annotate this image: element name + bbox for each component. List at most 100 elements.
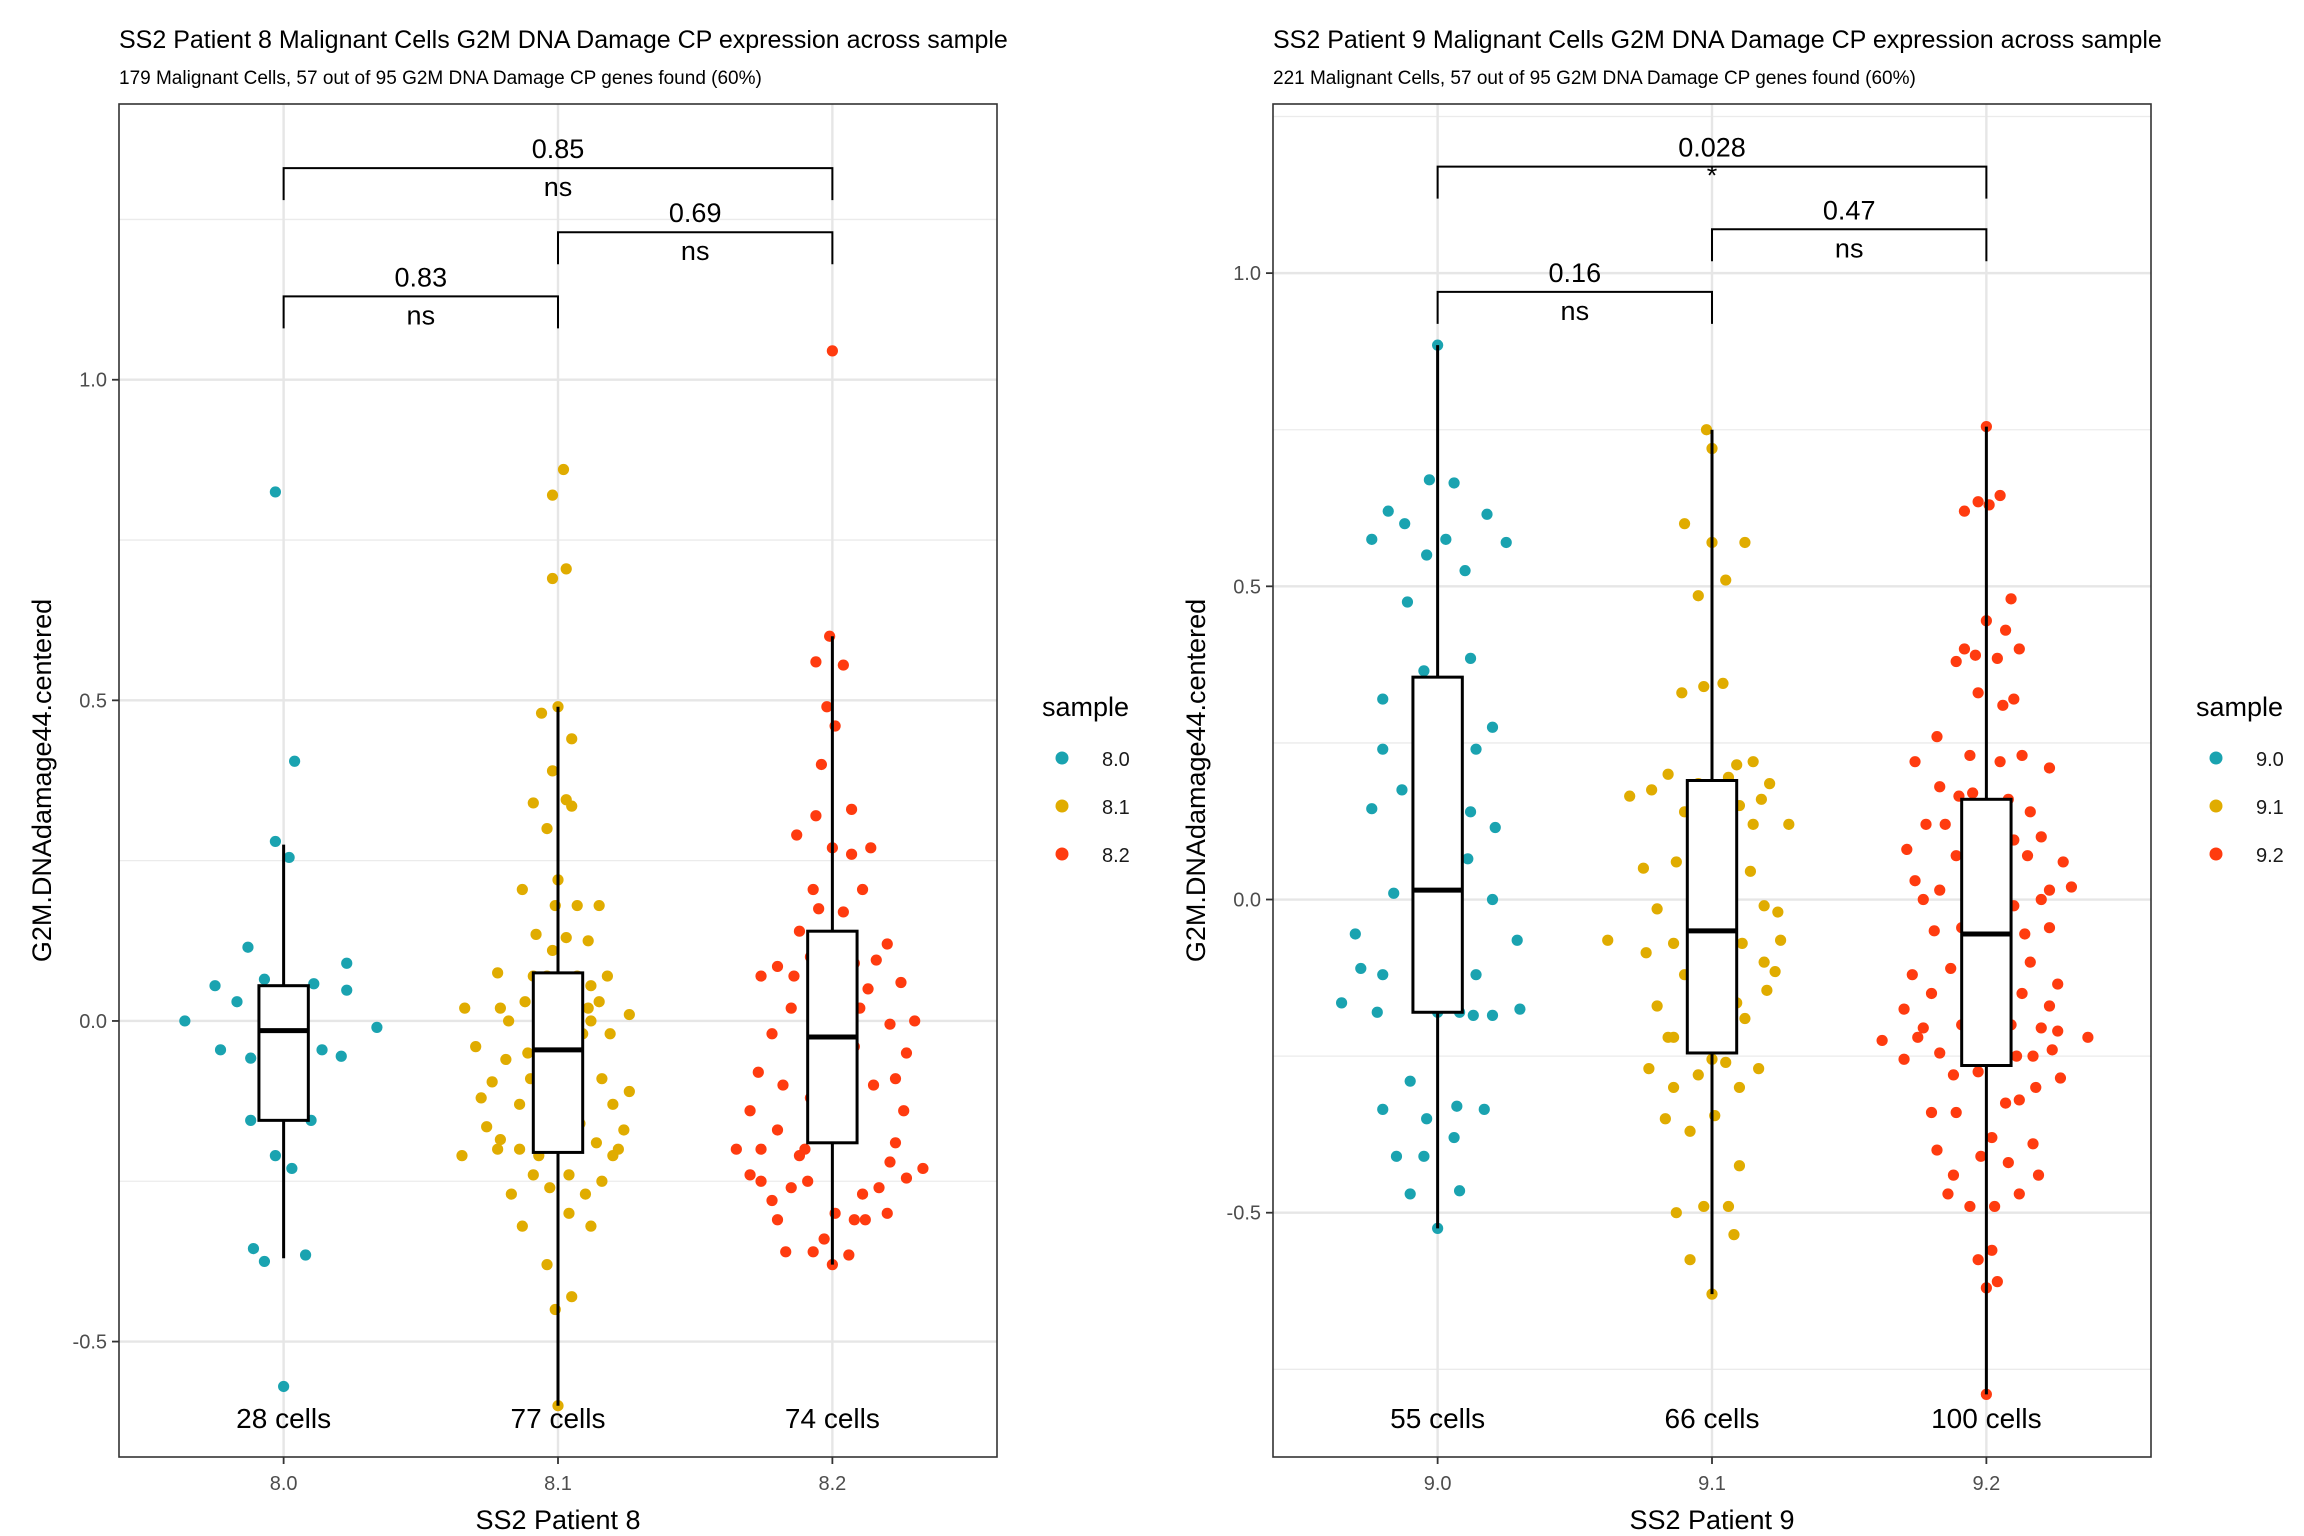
legend-key-9.2	[2209, 847, 2223, 861]
data-point	[475, 1092, 487, 1104]
data-point	[1602, 934, 1614, 946]
data-point	[2016, 749, 2028, 762]
data-point	[1783, 818, 1795, 830]
bracket-line	[282, 167, 834, 201]
legend: sample 9.0 9.1 9.2	[2196, 692, 2284, 867]
data-point	[785, 1182, 797, 1194]
data-point	[1462, 853, 1474, 865]
data-point	[1418, 665, 1430, 677]
data-point	[813, 903, 825, 915]
data-point	[1972, 1254, 1984, 1266]
data-point	[845, 803, 858, 815]
data-point	[1958, 505, 1971, 517]
data-point	[1994, 489, 2006, 502]
data-point	[917, 1162, 929, 1175]
y-tick-label: 0.5	[1233, 576, 1261, 598]
data-point	[1448, 477, 1460, 489]
data-point	[1736, 937, 1748, 949]
data-point	[1670, 856, 1682, 868]
data-point	[585, 1220, 597, 1232]
data-point	[1404, 1075, 1416, 1087]
x-axis-title: SS2 Patient 8	[475, 1505, 640, 1535]
data-point	[1942, 1188, 1954, 1200]
data-point	[1684, 1254, 1696, 1266]
data-point	[1692, 1069, 1704, 1081]
data-point	[1404, 1188, 1416, 1200]
data-point	[1720, 1056, 1732, 1068]
data-point	[503, 1015, 515, 1027]
data-point	[1377, 1103, 1389, 1115]
data-point	[516, 883, 528, 896]
data-point	[527, 1169, 539, 1181]
data-point	[2024, 806, 2036, 818]
data-point	[596, 1175, 608, 1187]
data-point	[2043, 922, 2056, 934]
data-point	[2035, 831, 2047, 843]
data-point	[865, 842, 877, 854]
data-point	[755, 970, 767, 982]
data-point	[771, 1214, 784, 1226]
data-point	[1920, 818, 1932, 830]
cell-count-label: 100 cells	[1931, 1403, 2042, 1434]
data-point	[1753, 1063, 1765, 1075]
data-point	[590, 1137, 603, 1149]
data-point	[1640, 947, 1652, 959]
data-point	[1486, 1009, 1499, 1021]
data-point	[1390, 1150, 1403, 1162]
data-point	[1698, 1200, 1710, 1213]
points-layer	[1335, 339, 2094, 1400]
data-point	[1991, 652, 2003, 664]
box-iqr	[1411, 675, 1464, 1014]
data-point	[1451, 1100, 1463, 1112]
data-point	[566, 1291, 578, 1303]
boxplot-8.2	[806, 636, 859, 1265]
data-point	[585, 1015, 597, 1027]
data-point	[1733, 1081, 1746, 1094]
data-point	[593, 899, 605, 912]
box-iqr	[531, 971, 585, 1154]
data-point	[231, 996, 243, 1008]
x-tick-label: 8.2	[818, 1473, 846, 1495]
data-point	[1651, 903, 1663, 915]
data-point	[269, 1150, 281, 1162]
data-point	[486, 1076, 498, 1088]
data-point	[837, 659, 849, 671]
data-point	[341, 957, 353, 969]
chart-title: SS2 Patient 9 Malignant Cells G2M DNA Da…	[1273, 26, 2162, 54]
legend-title: sample	[2196, 692, 2283, 722]
data-point	[286, 1162, 298, 1175]
data-point	[1418, 1150, 1430, 1162]
significance-label: *	[1707, 161, 1718, 191]
legend-label: 8.0	[1102, 749, 1130, 771]
legend-key-9.1	[2209, 799, 2223, 813]
data-point	[283, 851, 295, 864]
data-point	[1772, 906, 1784, 918]
data-point	[873, 1182, 885, 1194]
data-point	[245, 1114, 257, 1126]
data-point	[1925, 987, 1938, 1000]
data-point	[744, 1105, 756, 1117]
data-point	[2024, 956, 2036, 968]
data-point	[269, 486, 281, 498]
data-point	[859, 1214, 871, 1226]
cell-count-label: 28 cells	[236, 1403, 331, 1434]
bracket-line	[557, 231, 834, 265]
data-point	[1382, 505, 1394, 517]
data-point	[258, 1255, 271, 1268]
data-point	[1366, 803, 1378, 815]
panel-patient-8: SS2 Patient 8 Malignant Cells G2M DNA Da…	[27, 26, 1130, 1535]
data-point	[1421, 1113, 1433, 1125]
data-point	[1335, 997, 1348, 1009]
significance-label: ns	[407, 300, 436, 330]
y-tick-label: 0.5	[79, 690, 107, 712]
data-point	[456, 1150, 468, 1162]
data-point	[527, 797, 539, 809]
x-tick-label: 8.1	[544, 1473, 572, 1495]
data-point	[1646, 784, 1658, 796]
data-point	[1377, 693, 1389, 705]
data-point	[1761, 984, 1773, 996]
data-point	[1464, 652, 1477, 664]
data-point	[1643, 1063, 1655, 1075]
comparison-bracket: 0.83 ns	[282, 262, 559, 330]
panel-patient-9: SS2 Patient 9 Malignant Cells G2M DNA Da…	[1181, 26, 2284, 1535]
